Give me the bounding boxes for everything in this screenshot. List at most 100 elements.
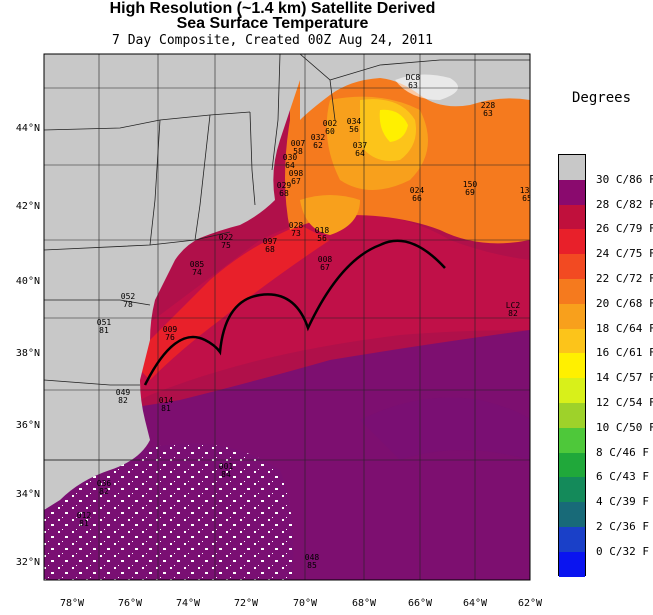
station-value: 56 xyxy=(317,234,327,243)
station-id: 048 xyxy=(305,553,320,562)
legend-swatch xyxy=(559,279,585,304)
legend-label: 4 C/39 F xyxy=(596,495,649,509)
station-value: 85 xyxy=(307,561,317,570)
station-id: 009 xyxy=(163,325,178,334)
legend-swatch xyxy=(559,378,585,403)
legend-swatch xyxy=(559,328,585,354)
longitude-labels: 78°W 76°W 74°W 72°W 70°W 68°W 66°W 64°W 62°W xyxy=(60,598,543,609)
station-id: 150 xyxy=(463,180,478,189)
station-id: 034 xyxy=(347,117,362,126)
station-id: 228 xyxy=(481,101,496,110)
latitude-tick-label: 40°N xyxy=(16,276,40,287)
station-id: 030 xyxy=(283,153,298,162)
station-value: 68 xyxy=(279,189,289,198)
station-value: 56 xyxy=(349,125,359,134)
station-id: 052 xyxy=(121,292,136,301)
station-id: 036 xyxy=(97,479,112,488)
map-subtitle: 7 Day Composite, Created 00Z Aug 24, 201… xyxy=(112,33,433,48)
station-value: 73 xyxy=(291,229,301,238)
legend-swatch xyxy=(559,155,585,180)
station-id: 037 xyxy=(353,141,368,150)
legend-label: 26 C/79 F xyxy=(596,222,653,236)
legend-swatch xyxy=(559,229,585,255)
station-value: 81 xyxy=(99,326,109,335)
legend-label: 24 C/75 F xyxy=(596,247,653,261)
station-value: 81 xyxy=(79,519,89,528)
legend-swatch xyxy=(559,303,585,329)
gulf-stream-front xyxy=(143,239,446,386)
station-value: 82 xyxy=(508,309,518,318)
longitude-tick-label: 78°W xyxy=(60,598,85,609)
station-value: 75 xyxy=(221,241,231,250)
station-value: 68 xyxy=(265,245,275,254)
station-id: 097 xyxy=(263,237,278,246)
legend-label: 6 C/43 F xyxy=(596,470,649,484)
map-title-line1: High Resolution (~1.4 km) Satellite Deri… xyxy=(109,0,436,17)
legend-label: 16 C/61 F xyxy=(596,346,653,360)
station-value: 64 xyxy=(285,161,295,170)
legend-label: 22 C/72 F xyxy=(596,272,653,285)
station-value: 63 xyxy=(483,109,493,118)
legend-label: 10 C/50 F xyxy=(596,420,653,434)
latitude-tick-label: 44°N xyxy=(16,123,40,134)
legend-swatch xyxy=(559,204,585,230)
station-id: DC8 xyxy=(406,73,421,82)
latitude-tick-label: 42°N xyxy=(16,201,40,212)
legend-swatch xyxy=(559,527,585,552)
legend-label: 2 C/36 F xyxy=(596,520,649,533)
red-band xyxy=(100,214,530,420)
station-id: 008 xyxy=(318,255,333,264)
station-value: 81 xyxy=(161,404,171,413)
station-value: 74 xyxy=(192,268,202,277)
legend-label: 8 C/46 F xyxy=(596,445,649,459)
station-id: LC2 xyxy=(506,301,521,310)
graticule xyxy=(44,54,530,580)
latitude-tick-label: 38°N xyxy=(16,348,40,359)
station-id: 032 xyxy=(311,133,326,142)
station-value: 82 xyxy=(118,396,128,405)
station-value: 64 xyxy=(355,149,365,158)
station-id: 051 xyxy=(97,318,112,327)
legend-label: 28 C/82 F xyxy=(596,197,653,211)
station-id: 018 xyxy=(315,226,330,235)
legend-swatch xyxy=(559,403,585,428)
legend-label: 12 C/54 F xyxy=(596,396,653,409)
station-id: 014 xyxy=(159,396,174,405)
legend-swatch xyxy=(559,179,585,205)
station-id: 024 xyxy=(410,186,425,195)
station-value: 67 xyxy=(291,177,301,186)
station-value: 67 xyxy=(320,263,330,272)
station-value: 63 xyxy=(408,81,418,90)
legend-swatch xyxy=(559,477,585,503)
longitude-tick-label: 66°W xyxy=(408,598,433,609)
map-title-line2: Sea Surface Temperature xyxy=(176,15,369,32)
latitude-tick-label: 32°N xyxy=(16,557,40,568)
legend-swatch xyxy=(559,452,585,478)
longitude-tick-label: 64°W xyxy=(463,598,488,609)
station-id: 137 xyxy=(520,186,535,195)
legend-swatch xyxy=(559,551,585,577)
legend-swatch xyxy=(559,502,585,527)
longitude-tick-label: 74°W xyxy=(176,598,201,609)
legend-label: 0 C/32 F xyxy=(596,544,649,558)
